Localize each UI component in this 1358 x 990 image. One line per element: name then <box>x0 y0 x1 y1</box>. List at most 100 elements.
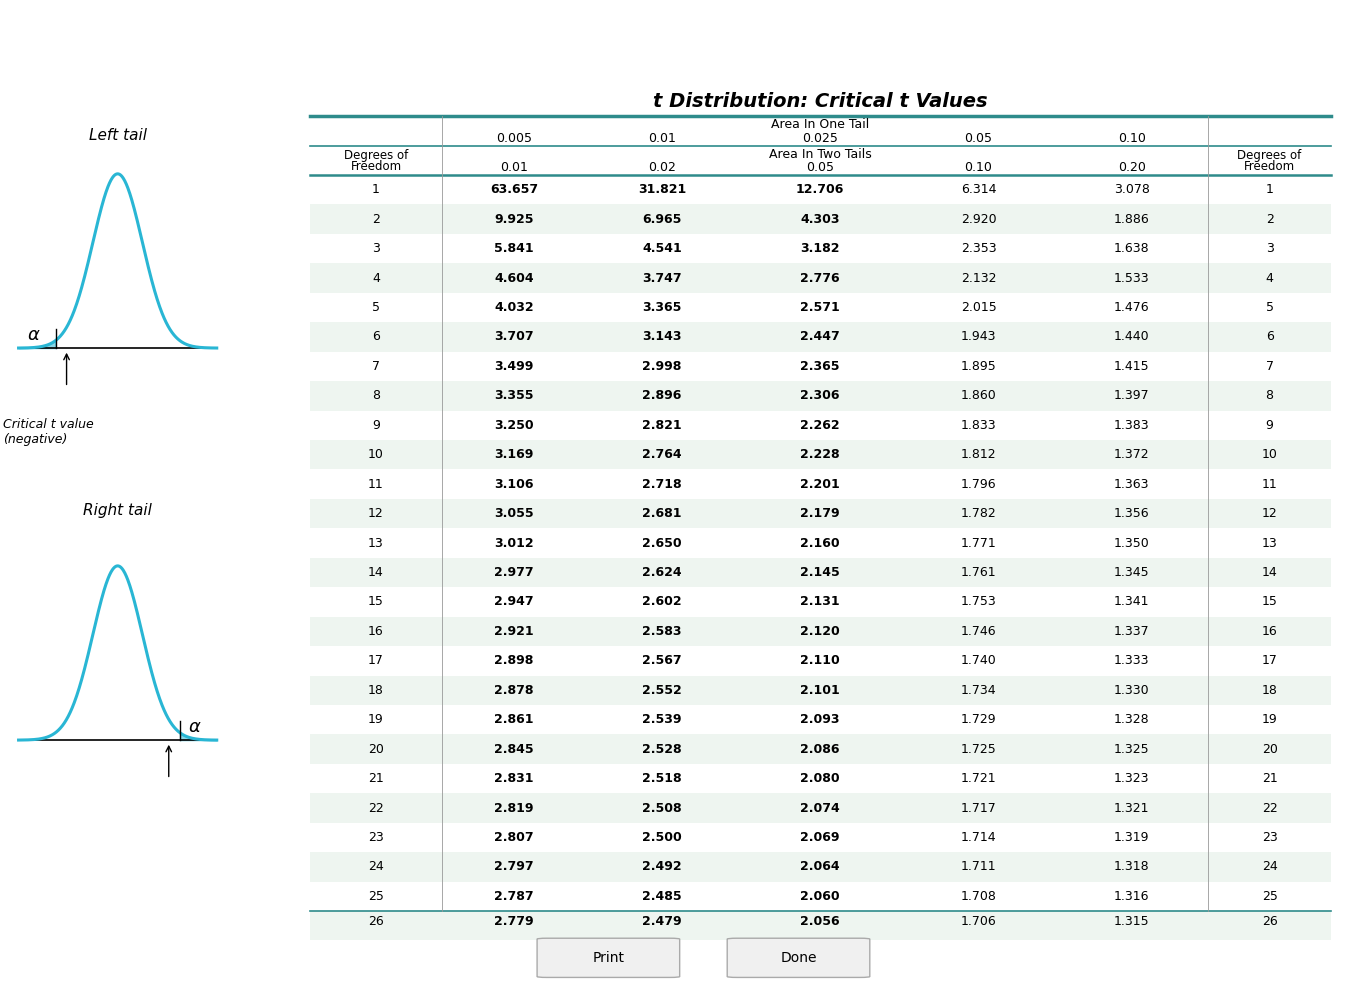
Text: 3: 3 <box>372 243 380 255</box>
Text: 1.372: 1.372 <box>1114 448 1149 461</box>
Text: Degrees of: Degrees of <box>1237 149 1302 162</box>
Text: 2: 2 <box>1266 213 1274 226</box>
Text: 3.355: 3.355 <box>494 389 534 402</box>
Text: 1.771: 1.771 <box>960 537 997 549</box>
Text: 26: 26 <box>1262 915 1278 928</box>
Text: $\alpha$: $\alpha$ <box>27 326 41 344</box>
Text: 8: 8 <box>1266 389 1274 402</box>
FancyBboxPatch shape <box>728 939 869 977</box>
Text: 0.05: 0.05 <box>964 132 993 145</box>
Text: 2.776: 2.776 <box>800 271 841 284</box>
Text: 14: 14 <box>1262 566 1278 579</box>
Text: 2.093: 2.093 <box>800 713 841 727</box>
Text: $\alpha$: $\alpha$ <box>189 718 202 736</box>
Text: Done: Done <box>781 950 816 965</box>
Text: 0.20: 0.20 <box>1118 161 1146 174</box>
Text: 24: 24 <box>1262 860 1278 873</box>
Text: 1.706: 1.706 <box>960 915 997 928</box>
Text: 1.734: 1.734 <box>960 684 997 697</box>
Text: 12.706: 12.706 <box>796 183 845 196</box>
Text: 17: 17 <box>1262 654 1278 667</box>
Text: 10: 10 <box>1262 448 1278 461</box>
Text: 1.415: 1.415 <box>1114 360 1149 373</box>
Bar <box>310 617 1331 646</box>
Text: 2: 2 <box>372 213 380 226</box>
Text: 2.831: 2.831 <box>494 772 534 785</box>
Text: 7: 7 <box>372 360 380 373</box>
Text: 1.746: 1.746 <box>960 625 997 638</box>
FancyBboxPatch shape <box>536 939 679 977</box>
Text: 1.717: 1.717 <box>960 802 997 815</box>
Text: 16: 16 <box>1262 625 1278 638</box>
Text: 17: 17 <box>368 654 384 667</box>
Text: 2.681: 2.681 <box>642 507 682 520</box>
Text: 2.819: 2.819 <box>494 802 534 815</box>
Text: 20: 20 <box>1262 742 1278 755</box>
Text: 1.533: 1.533 <box>1114 271 1149 284</box>
Bar <box>310 735 1331 764</box>
Text: 1.711: 1.711 <box>960 860 997 873</box>
Text: 2.353: 2.353 <box>960 243 997 255</box>
Text: 1.330: 1.330 <box>1114 684 1149 697</box>
Text: 20: 20 <box>368 742 384 755</box>
Text: 7: 7 <box>1266 360 1274 373</box>
Text: 3.365: 3.365 <box>642 301 682 314</box>
Text: 6: 6 <box>372 331 380 344</box>
Text: 1.796: 1.796 <box>960 477 997 491</box>
Text: 5: 5 <box>1266 301 1274 314</box>
Text: 2.306: 2.306 <box>800 389 841 402</box>
Text: 5.841: 5.841 <box>494 243 534 255</box>
Text: 1: 1 <box>1266 183 1274 196</box>
Text: 1.318: 1.318 <box>1114 860 1149 873</box>
Text: 25: 25 <box>368 890 384 903</box>
Text: 4.303: 4.303 <box>800 213 841 226</box>
Text: 19: 19 <box>1262 713 1278 727</box>
Bar <box>310 205 1331 234</box>
Text: 2.998: 2.998 <box>642 360 682 373</box>
Text: Degrees of: Degrees of <box>344 149 409 162</box>
Text: 2.821: 2.821 <box>642 419 682 432</box>
Text: 9: 9 <box>372 419 380 432</box>
Text: 2.120: 2.120 <box>800 625 841 638</box>
Text: 3.707: 3.707 <box>494 331 534 344</box>
Text: 2.947: 2.947 <box>494 595 534 609</box>
Bar <box>310 323 1331 351</box>
Text: 2.650: 2.650 <box>642 537 682 549</box>
Text: 2.583: 2.583 <box>642 625 682 638</box>
Text: 3.055: 3.055 <box>494 507 534 520</box>
Text: 0.025: 0.025 <box>803 132 838 145</box>
Text: 2.921: 2.921 <box>494 625 534 638</box>
Text: 3.182: 3.182 <box>800 243 841 255</box>
Text: 3.747: 3.747 <box>642 271 682 284</box>
Text: 13: 13 <box>1262 537 1278 549</box>
Text: 2.080: 2.080 <box>800 772 841 785</box>
Text: Freedom: Freedom <box>350 159 402 172</box>
Text: 24: 24 <box>368 860 384 873</box>
Text: 2.015: 2.015 <box>960 301 997 314</box>
Text: 2.920: 2.920 <box>960 213 997 226</box>
Text: 1.708: 1.708 <box>960 890 997 903</box>
Text: 2.878: 2.878 <box>494 684 534 697</box>
Text: 1.782: 1.782 <box>960 507 997 520</box>
Text: 2.552: 2.552 <box>642 684 682 697</box>
Text: 22: 22 <box>368 802 384 815</box>
Text: 1: 1 <box>372 183 380 196</box>
Text: 2.110: 2.110 <box>800 654 841 667</box>
Text: 12: 12 <box>368 507 384 520</box>
Text: 9: 9 <box>1266 419 1274 432</box>
Text: 1.325: 1.325 <box>1114 742 1149 755</box>
Text: 3.143: 3.143 <box>642 331 682 344</box>
Text: 1.319: 1.319 <box>1114 831 1149 843</box>
Text: 0.005: 0.005 <box>496 132 532 145</box>
Text: 11: 11 <box>1262 477 1278 491</box>
Text: Left tail: Left tail <box>88 129 147 144</box>
Text: 12: 12 <box>1262 507 1278 520</box>
Text: 1.356: 1.356 <box>1114 507 1149 520</box>
Text: Area In Two Tails: Area In Two Tails <box>769 148 872 161</box>
Text: 2.797: 2.797 <box>494 860 534 873</box>
Text: 1.761: 1.761 <box>960 566 997 579</box>
Text: 1.323: 1.323 <box>1114 772 1149 785</box>
Text: 1.753: 1.753 <box>960 595 997 609</box>
Text: 3.012: 3.012 <box>494 537 534 549</box>
Text: 0.01: 0.01 <box>648 132 676 145</box>
